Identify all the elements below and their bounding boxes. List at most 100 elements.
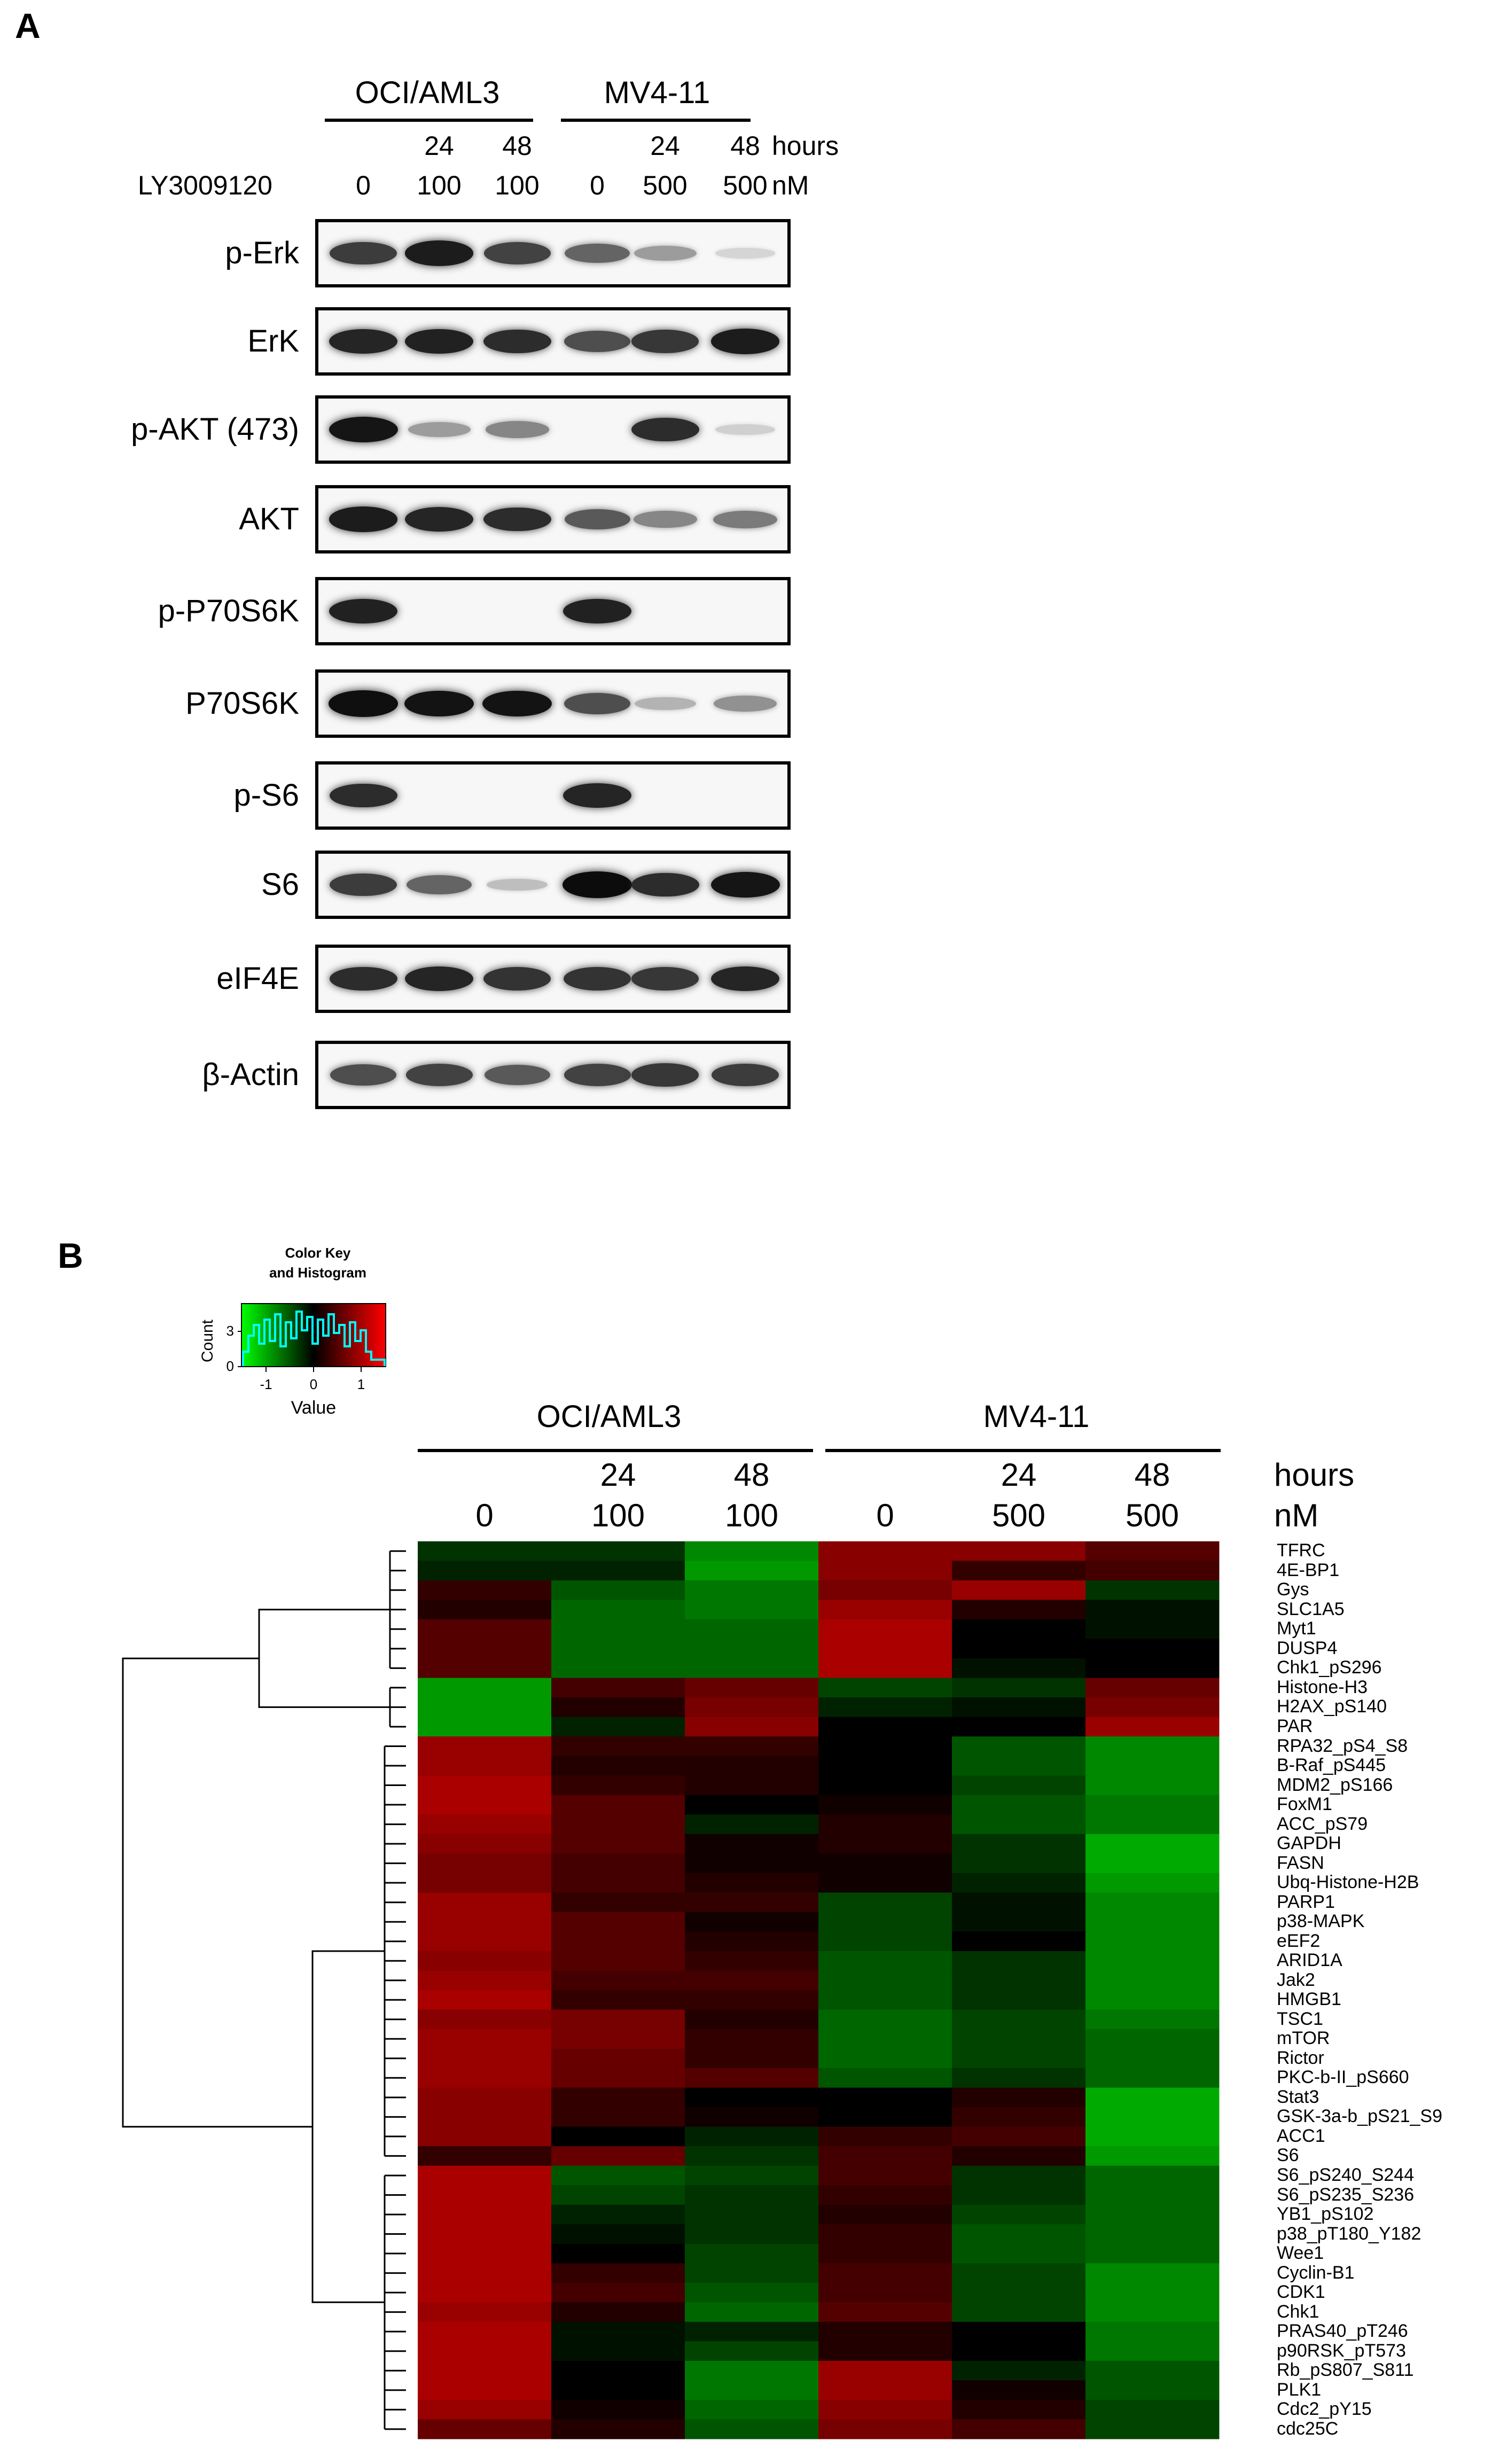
heatmap-cell (418, 2341, 552, 2361)
heatmap-cell (418, 1931, 552, 1952)
blot-strip (315, 851, 791, 919)
heatmap-cell (685, 2282, 819, 2303)
heatmap-cell (818, 1619, 952, 1640)
heatmap-row-label: p38-MAPK (1277, 1911, 1365, 1932)
heatmap-cell (952, 1639, 1086, 1659)
heatmap-row-label: ACC_pS79 (1277, 1813, 1368, 1834)
blot-band (404, 690, 474, 717)
heatmap-cell (685, 2068, 819, 2088)
heatmap-cell (418, 1912, 552, 1932)
heatmap-cell (418, 2419, 552, 2439)
heatmap-cell (551, 1717, 685, 1737)
heatmap-cell (418, 1834, 552, 1854)
color-key-ytick-3: 3 (226, 1323, 234, 1339)
heatmap-row-label: PARP1 (1277, 1891, 1335, 1912)
heatmap-cell (685, 2243, 819, 2264)
heatmap-cell (418, 2282, 552, 2303)
heatmap-cell (418, 2224, 552, 2244)
heatmap-cell (1085, 1912, 1220, 1932)
heatmap-row-label: p90RSK_pT573 (1277, 2340, 1406, 2361)
panel-b-hours-lane-1: 24 (600, 1457, 636, 1493)
heatmap-cell (685, 1697, 819, 1718)
heatmap-cell (551, 2087, 685, 2108)
panel-a-dose-label: LY3009120 (137, 170, 272, 200)
heatmap-cell (818, 2165, 952, 2186)
panel-a-hours-lane-2: 48 (502, 131, 532, 161)
heatmap-cell (418, 1853, 552, 1874)
heatmap-row-label: TFRC (1277, 1540, 1325, 1561)
heatmap-cell (418, 1580, 552, 1601)
heatmap-cell (551, 2302, 685, 2322)
heatmap-cell (952, 1912, 1086, 1932)
heatmap-cell (1085, 2341, 1220, 2361)
heatmap-cell (952, 2107, 1086, 2127)
heatmap-cell (551, 1970, 685, 1991)
heatmap-cell (418, 2321, 552, 2342)
heatmap-cell (1085, 1990, 1220, 2010)
heatmap-cell (952, 2360, 1086, 2381)
heatmap-cell (1085, 2146, 1220, 2166)
heatmap-cell (685, 1873, 819, 1893)
heatmap-cell (551, 2029, 685, 2049)
heatmap-cell (952, 2185, 1086, 2205)
heatmap-cell (1085, 1931, 1220, 1952)
panel-a-hours-lane-5: 48 (730, 131, 760, 161)
heatmap-cell (952, 2321, 1086, 2342)
heatmap-cell (1085, 2282, 1220, 2303)
panel-b-dose-lane-5: 500 (1125, 1498, 1179, 1533)
blot-band (564, 1064, 631, 1086)
heatmap-cell (418, 1619, 552, 1640)
heatmap-cell (551, 1912, 685, 1932)
blot-band (713, 510, 777, 528)
heatmap-cell (952, 1678, 1086, 1698)
heatmap-cell (952, 1697, 1086, 1718)
panel-b-dose-lane-0: 0 (475, 1498, 494, 1533)
heatmap-cell (1085, 2263, 1220, 2283)
heatmap-cell (818, 1697, 952, 1718)
heatmap-row-label: Myt1 (1277, 1618, 1316, 1639)
blot-label: P70S6K (185, 686, 299, 721)
heatmap-cell (551, 2224, 685, 2244)
heatmap-row-label: FASN (1277, 1852, 1324, 1873)
heatmap-cell (952, 1892, 1086, 1913)
heatmap-cell (1085, 1697, 1220, 1718)
heatmap-cell (685, 1561, 819, 1581)
blot-band (408, 422, 471, 437)
heatmap-cell (685, 1639, 819, 1659)
heatmap-row-label: eEF2 (1277, 1930, 1321, 1951)
panel-a-group-oci-line (325, 119, 533, 122)
heatmap-cell (1085, 2380, 1220, 2400)
blot-strip (315, 577, 791, 645)
blot-band (329, 598, 397, 624)
blot-band (631, 330, 699, 353)
heatmap-cell (818, 1678, 952, 1698)
panel-b-dose-lane-1: 100 (591, 1498, 645, 1533)
color-key-title: Color Key and Histogram (224, 1245, 411, 1281)
heatmap-cell (685, 2224, 819, 2244)
heatmap-cell (685, 1541, 819, 1562)
heatmap-row-label: HMGB1 (1277, 1989, 1341, 2010)
heatmap-row-label: PLK1 (1277, 2379, 1322, 2400)
heatmap-cell (418, 1658, 552, 1679)
blot-band (563, 871, 632, 898)
heatmap-cell (685, 2419, 819, 2439)
color-key-title-line1: Color Key (285, 1245, 351, 1261)
blot-band (563, 967, 631, 991)
blot-label: p-P70S6K (158, 594, 299, 628)
blot-label: p-S6 (233, 778, 299, 813)
heatmap-cell (551, 2185, 685, 2205)
heatmap-cell (1085, 1658, 1220, 1679)
heatmap-cell (952, 1717, 1086, 1737)
heatmap-cell (818, 1756, 952, 1776)
heatmap-cell (685, 1658, 819, 1679)
panel-a-dose-lane-4: 500 (643, 170, 688, 200)
heatmap-cell (818, 1873, 952, 1893)
heatmap-cell (685, 1912, 819, 1932)
heatmap-cell (952, 2399, 1086, 2420)
blot-band (329, 966, 397, 991)
heatmap-cell (1085, 1795, 1220, 1815)
heatmap-cell (818, 2048, 952, 2069)
heatmap-cell (1085, 1853, 1220, 1874)
heatmap-cell (952, 2419, 1086, 2439)
